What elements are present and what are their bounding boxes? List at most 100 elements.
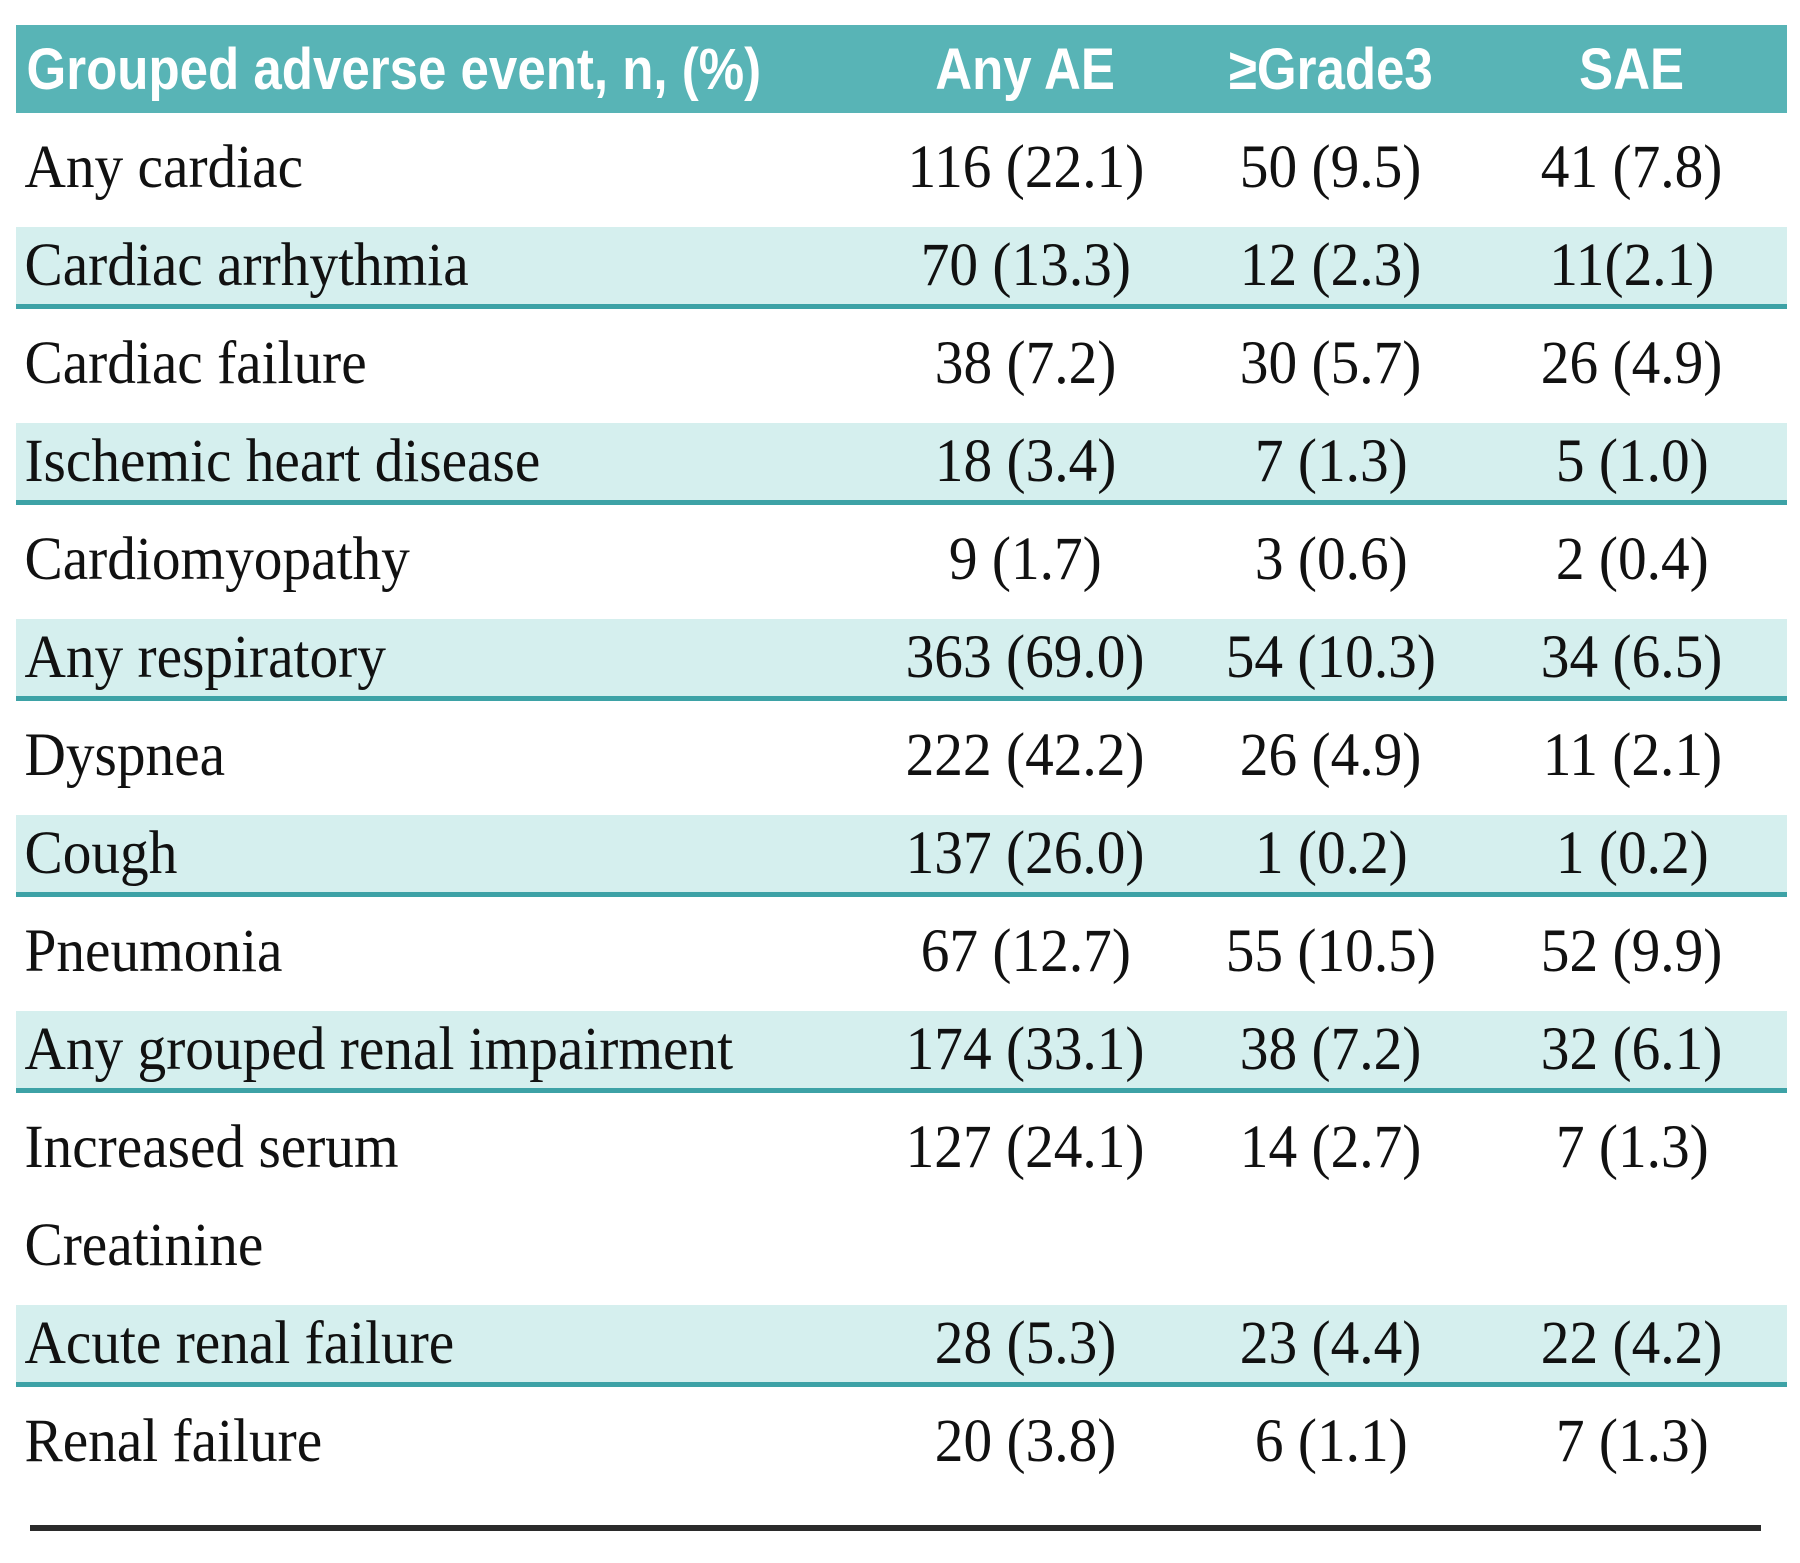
row-value-text: 9 (1.7) xyxy=(949,526,1102,593)
column-header-sae: SAE xyxy=(1477,25,1787,113)
row-label: Any grouped renal impairment xyxy=(16,995,867,1093)
row-value: 70 (13.3) xyxy=(866,211,1185,309)
row-value: 18 (3.4) xyxy=(866,407,1185,505)
row-label-text: Any respiratory xyxy=(24,624,386,691)
table-row: Renal failure 20 (3.8) 6 (1.1) 7 (1.3) xyxy=(16,1387,1787,1485)
row-value: 34 (6.5) xyxy=(1477,603,1787,701)
row-value xyxy=(1477,1191,1787,1289)
row-label: Any respiratory xyxy=(16,603,867,701)
row-value-text: 6 (1.1) xyxy=(1254,1408,1408,1475)
row-value: 116 (22.1) xyxy=(866,113,1185,211)
row-value-text: 3 (0.6) xyxy=(1254,526,1408,593)
row-label: Ischemic heart disease xyxy=(16,407,867,505)
row-value-text: 26 (4.9) xyxy=(1541,330,1723,397)
row-value xyxy=(1184,1191,1478,1289)
row-value-text: 11 (2.1) xyxy=(1542,722,1722,789)
row-value: 52 (9.9) xyxy=(1477,897,1787,995)
column-header-label: Grouped adverse event, n, (%) xyxy=(26,36,762,102)
row-value-text: 18 (3.4) xyxy=(934,428,1117,495)
row-value: 38 (7.2) xyxy=(1184,995,1478,1093)
row-value: 1 (0.2) xyxy=(1184,799,1478,897)
column-header-label: Any AE xyxy=(935,36,1116,102)
column-header-any-ae: Any AE xyxy=(866,25,1185,113)
adverse-events-table: Grouped adverse event, n, (%) Any AE ≥Gr… xyxy=(16,25,1787,1485)
row-label-text: Any cardiac xyxy=(24,134,304,201)
row-value-text: 5 (1.0) xyxy=(1555,428,1709,495)
table-row: Cardiac failure 38 (7.2) 30 (5.7) 26 (4.9) xyxy=(16,309,1787,407)
row-value: 26 (4.9) xyxy=(1184,701,1478,799)
row-value: 41 (7.8) xyxy=(1477,113,1787,211)
row-label-text: Pneumonia xyxy=(24,918,283,985)
row-value-text: 1 (0.2) xyxy=(1254,820,1408,887)
row-value: 6 (1.1) xyxy=(1184,1387,1478,1485)
row-value-text: 28 (5.3) xyxy=(934,1310,1117,1377)
row-value-text: 20 (3.8) xyxy=(934,1408,1117,1475)
row-value xyxy=(866,1191,1185,1289)
row-value-text: 7 (1.3) xyxy=(1254,428,1408,495)
row-label: Cardiac failure xyxy=(16,309,867,407)
row-value-text: 34 (6.5) xyxy=(1541,624,1723,691)
row-label: Any cardiac xyxy=(16,113,867,211)
row-label-text: Cough xyxy=(24,820,178,887)
header-row: Grouped adverse event, n, (%) Any AE ≥Gr… xyxy=(16,25,1787,113)
table-row: Any cardiac 116 (22.1) 50 (9.5) 41 (7.8) xyxy=(16,113,1787,211)
row-value: 55 (10.5) xyxy=(1184,897,1478,995)
row-label-text: Creatinine xyxy=(24,1212,264,1279)
row-value: 2 (0.4) xyxy=(1477,505,1787,603)
table-row: Any respiratory 363 (69.0) 54 (10.3) 34 (6.… xyxy=(16,603,1787,701)
row-value-text: 7 (1.3) xyxy=(1555,1408,1709,1475)
row-value: 26 (4.9) xyxy=(1477,309,1787,407)
row-value: 67 (12.7) xyxy=(866,897,1185,995)
row-value: 12 (2.3) xyxy=(1184,211,1478,309)
row-value-text: 127 (24.1) xyxy=(906,1114,1145,1181)
table-row: Cough 137 (26.0) 1 (0.2) 1 (0.2) xyxy=(16,799,1787,897)
row-value: 14 (2.7) xyxy=(1184,1093,1478,1191)
table-row: Dyspnea 222 (42.2) 26 (4.9) 11 (2.1) xyxy=(16,701,1787,799)
row-label-text: Cardiomyopathy xyxy=(24,526,410,593)
row-label-text: Increased serum xyxy=(24,1114,399,1181)
row-value-text: 32 (6.1) xyxy=(1541,1016,1723,1083)
row-value-text: 7 (1.3) xyxy=(1555,1114,1709,1181)
row-label-text: Cardiac failure xyxy=(24,330,367,397)
row-value: 50 (9.5) xyxy=(1184,113,1478,211)
row-value-text: 12 (2.3) xyxy=(1240,232,1422,299)
row-value-text: 38 (7.2) xyxy=(1240,1016,1422,1083)
row-value: 32 (6.1) xyxy=(1477,995,1787,1093)
table-row: Any grouped renal impairment 174 (33.1) 38… xyxy=(16,995,1787,1093)
table-row: Ischemic heart disease 18 (3.4) 7 (1.3) 5 (… xyxy=(16,407,1787,505)
adverse-events-table-page: Grouped adverse event, n, (%) Any AE ≥Gr… xyxy=(16,25,1787,1531)
row-label: Acute renal failure xyxy=(16,1289,867,1387)
row-label-text: Renal failure xyxy=(24,1408,323,1475)
row-value-text: 2 (0.4) xyxy=(1555,526,1709,593)
table-row: Cardiac arrhythmia 70 (13.3) 12 (2.3) 11(2.… xyxy=(16,211,1787,309)
row-label: Cough xyxy=(16,799,867,897)
row-value-text: 116 (22.1) xyxy=(907,134,1144,201)
row-label-text: Any grouped renal impairment xyxy=(24,1016,734,1083)
table-row: Pneumonia 67 (12.7) 55 (10.5) 52 (9.9) xyxy=(16,897,1787,995)
row-value: 54 (10.3) xyxy=(1184,603,1478,701)
row-label-text: Dyspnea xyxy=(24,722,226,789)
row-value-text: 26 (4.9) xyxy=(1240,722,1422,789)
row-value: 28 (5.3) xyxy=(866,1289,1185,1387)
column-header-label: ≥Grade3 xyxy=(1228,36,1433,102)
row-value-text: 137 (26.0) xyxy=(906,820,1145,887)
row-label: Increased serum xyxy=(16,1093,867,1191)
row-value-text: 23 (4.4) xyxy=(1240,1310,1422,1377)
row-value-text: 54 (10.3) xyxy=(1225,624,1437,691)
row-value: 22 (4.2) xyxy=(1477,1289,1787,1387)
row-value-text: 22 (4.2) xyxy=(1541,1310,1723,1377)
row-value: 9 (1.7) xyxy=(866,505,1185,603)
row-value-text: 50 (9.5) xyxy=(1240,134,1422,201)
row-label-text: Acute renal failure xyxy=(24,1310,455,1377)
row-value: 222 (42.2) xyxy=(866,701,1185,799)
row-value: 137 (26.0) xyxy=(866,799,1185,897)
row-value-text: 11(2.1) xyxy=(1549,232,1715,299)
row-label: Dyspnea xyxy=(16,701,867,799)
row-value-text: 174 (33.1) xyxy=(906,1016,1145,1083)
row-value: 11 (2.1) xyxy=(1477,701,1787,799)
row-value: 7 (1.3) xyxy=(1477,1387,1787,1485)
row-value: 7 (1.3) xyxy=(1184,407,1478,505)
row-value: 174 (33.1) xyxy=(866,995,1185,1093)
row-value-text: 67 (12.7) xyxy=(920,918,1131,985)
table-row: Creatinine xyxy=(16,1191,1787,1289)
